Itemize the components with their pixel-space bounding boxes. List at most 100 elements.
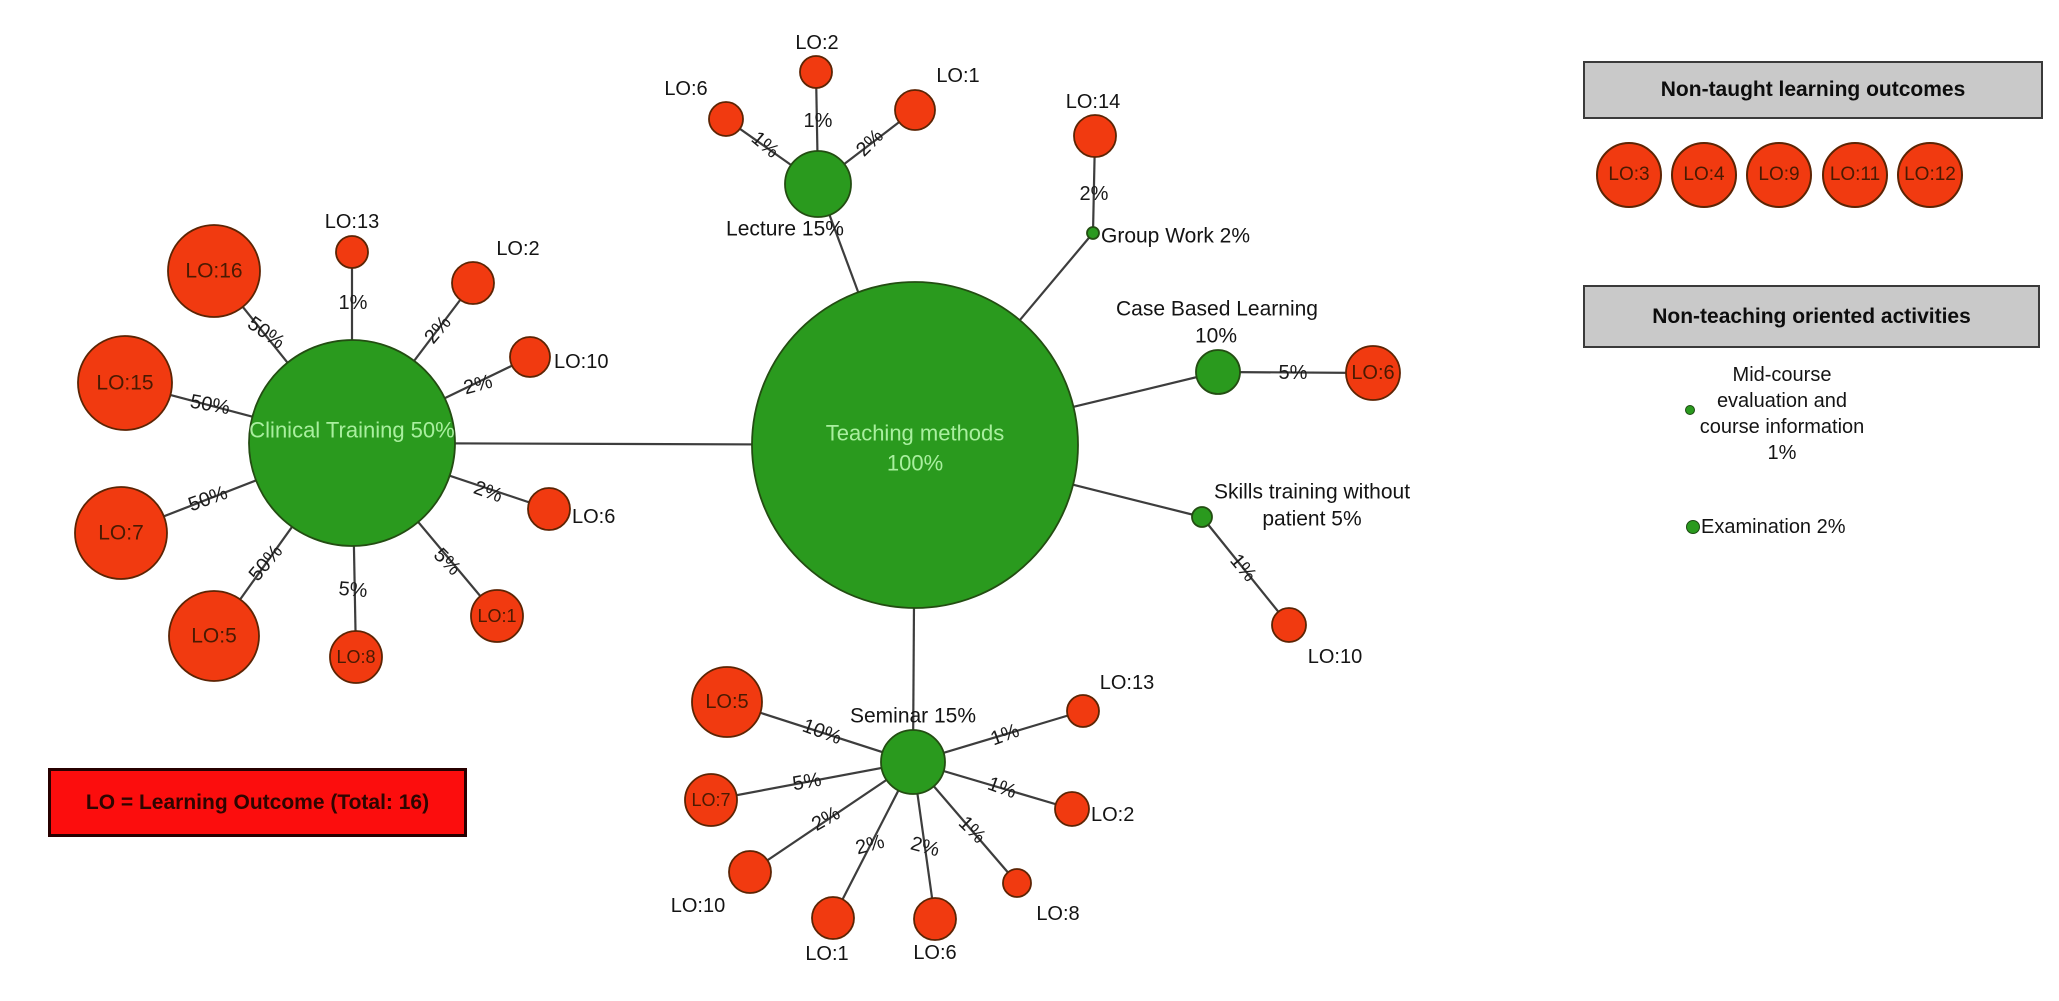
lecture-lo1-pct: 2% xyxy=(852,125,888,161)
node-seminar-lo7 xyxy=(684,773,738,827)
skills-lo10-label: LO:10 xyxy=(1308,646,1362,668)
clinical-lo2-pct: 2% xyxy=(420,312,456,348)
clinical-lo15-label: LO:15 xyxy=(96,372,153,395)
non-taught-lo4-circle: LO:4 xyxy=(1671,142,1737,208)
seminar-lo7-label: LO:7 xyxy=(691,790,730,810)
seminar-lo1-pct: 2% xyxy=(853,831,887,860)
examination-dot xyxy=(1686,520,1700,534)
skills-lo10-pct: 1% xyxy=(1225,550,1261,586)
teaching-methods-label-line2: 100% xyxy=(887,451,943,476)
node-teaching-methods xyxy=(751,281,1079,609)
skills-edges xyxy=(1201,516,1290,626)
seminar-lo13-pct: 1% xyxy=(988,720,1023,751)
node-clinical-lo8 xyxy=(329,630,383,684)
cbl-lo6-pct: 5% xyxy=(1279,362,1308,384)
lecture-lo1-label: LO:1 xyxy=(936,65,979,87)
clinical-lo1-label: LO:1 xyxy=(477,606,516,626)
clinical-lo2-label: LO:2 xyxy=(496,238,539,260)
seminar-lo7-pct: 5% xyxy=(791,769,824,796)
clinical-lo6-pct: 2% xyxy=(471,477,506,508)
node-seminar-lo13 xyxy=(1066,694,1100,728)
examination-label: Examination 2% xyxy=(1701,516,1846,538)
case-based-learning-label-line1: Case Based Learning xyxy=(1116,298,1318,321)
clinical-lo5-pct: 50% xyxy=(245,540,288,585)
seminar-lo2-label: LO:2 xyxy=(1091,804,1134,826)
seminar-label: Seminar 15% xyxy=(850,705,976,728)
midcourse-label: Mid-course evaluation and course informa… xyxy=(1662,362,1902,466)
non-taught-lo12-circle: LO:12 xyxy=(1897,142,1963,208)
skills-training-label-line1: Skills training without xyxy=(1214,481,1410,504)
seminar-lo5-label: LO:5 xyxy=(705,691,748,713)
midcourse-dot xyxy=(1685,405,1695,415)
edge-seminar-lo7 xyxy=(710,760,914,802)
groupwork-lo14-pct: 2% xyxy=(1080,183,1109,205)
node-group-work xyxy=(1086,226,1100,240)
edge-skills-lo10 xyxy=(1201,516,1290,626)
lecture-lo6-pct: 1% xyxy=(747,127,783,163)
lecture-lo2-label: LO:2 xyxy=(795,32,838,54)
node-seminar-lo10 xyxy=(728,850,772,894)
clinical-training-label: Clinical Training 50% xyxy=(249,418,454,443)
non-taught-lo11-label: LO:11 xyxy=(1829,164,1881,185)
node-clinical-lo15 xyxy=(77,335,173,431)
clinical-lo6-label: LO:6 xyxy=(572,506,615,528)
lecture-label: Lecture 15% xyxy=(726,218,844,241)
node-clinical-lo7 xyxy=(74,486,168,580)
non-taught-lo9-label: LO:9 xyxy=(1758,164,1800,185)
lecture-lo2-pct: 1% xyxy=(804,110,833,132)
seminar-lo2-pct: 1% xyxy=(985,773,1020,804)
node-clinical-lo1 xyxy=(470,589,524,643)
clinical-lo16-label: LO:16 xyxy=(185,260,242,283)
clinical-lo15-pct: 50% xyxy=(188,391,231,420)
non-taught-lo4-label: LO:4 xyxy=(1683,164,1725,185)
non-taught-lo9-circle: LO:9 xyxy=(1746,142,1812,208)
seminar-lo10-pct: 2% xyxy=(808,802,844,836)
node-lecture-lo2 xyxy=(799,55,833,89)
teaching-methods-label-line1: Teaching methods xyxy=(826,421,1005,446)
node-lecture-lo6 xyxy=(708,101,744,137)
seminar-lo5-pct: 10% xyxy=(799,715,844,749)
node-cbl-lo6 xyxy=(1345,345,1401,401)
case-based-learning-label-line2: 10% xyxy=(1195,325,1237,348)
seminar-lo6-label: LO:6 xyxy=(913,942,956,964)
non-taught-lo11-circle: LO:11 xyxy=(1822,142,1888,208)
node-clinical-lo5 xyxy=(168,590,260,682)
seminar-lo10-label: LO:10 xyxy=(671,895,725,917)
clinical-lo7-pct: 50% xyxy=(185,482,230,516)
lecture-lo6-label: LO:6 xyxy=(664,78,707,100)
node-clinical-lo13 xyxy=(335,235,369,269)
seminar-lo13-label: LO:13 xyxy=(1100,672,1154,694)
node-groupwork-lo14 xyxy=(1073,114,1117,158)
node-seminar-lo6 xyxy=(913,897,957,941)
midcourse-label-line3: course information xyxy=(1699,416,1865,438)
group-work-label: Group Work 2% xyxy=(1101,225,1250,248)
node-lecture xyxy=(784,150,852,218)
seminar-lo6-pct: 2% xyxy=(908,833,942,862)
node-clinical-training xyxy=(248,339,456,547)
non-taught-lo3-label: LO:3 xyxy=(1608,164,1650,185)
clinical-lo8-pct: 5% xyxy=(338,578,369,602)
node-case-based-learning xyxy=(1195,349,1241,395)
node-skills-lo10 xyxy=(1271,607,1307,643)
node-clinical-lo10 xyxy=(509,336,551,378)
seminar-lo8-label: LO:8 xyxy=(1036,903,1079,925)
non-taught-lo3-circle: LO:3 xyxy=(1596,142,1662,208)
node-clinical-lo6 xyxy=(527,487,571,531)
groupwork-lo14-label: LO:14 xyxy=(1066,91,1120,113)
skills-training-label-line2: patient 5% xyxy=(1262,508,1361,531)
clinical-lo10-pct: 2% xyxy=(461,371,495,400)
non-taught-outcomes-title: Non-taught learning outcomes xyxy=(1660,78,1966,101)
clinical-lo1-pct: 5% xyxy=(429,544,465,580)
midcourse-label-line4: 1% xyxy=(1767,442,1797,464)
node-seminar-lo8 xyxy=(1002,868,1032,898)
clinical-lo7-label: LO:7 xyxy=(98,522,144,545)
clinical-lo8-label: LO:8 xyxy=(336,647,375,667)
node-seminar-lo2 xyxy=(1054,791,1090,827)
clinical-lo13-label: LO:13 xyxy=(325,211,379,233)
lo-definition-note: LO = Learning Outcome (Total: 16) xyxy=(48,768,467,837)
lo-definition-note-text: LO = Learning Outcome (Total: 16) xyxy=(85,790,430,814)
midcourse-label-line1: Mid-course xyxy=(1732,364,1832,386)
clinical-lo16-pct: 50% xyxy=(243,313,289,354)
